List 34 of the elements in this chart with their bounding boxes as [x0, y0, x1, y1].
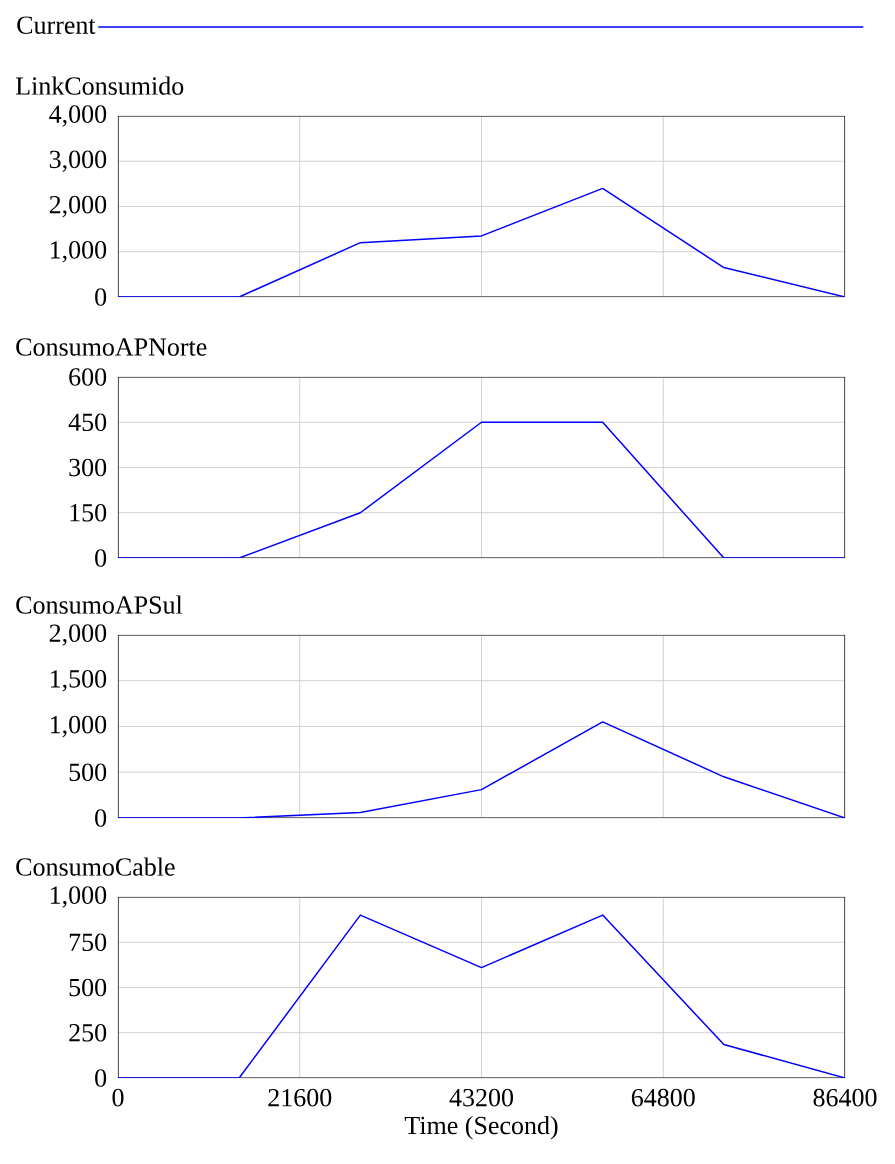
- x-tick-label: 0: [112, 1088, 124, 1107]
- y-tick-label: 500: [69, 978, 107, 997]
- y-tick-label: 250: [69, 1023, 107, 1042]
- x-axis-title: Time (Second): [404, 1115, 558, 1140]
- y-tick-label: 300: [69, 458, 107, 477]
- x-tick-label: 43200: [449, 1088, 514, 1107]
- line-series: [118, 721, 845, 818]
- y-tick-label: 1,000: [50, 715, 107, 738]
- y-tick-label: 0: [95, 549, 107, 567]
- y-tick-label: 1,000: [50, 241, 107, 263]
- y-tick-label: 150: [70, 503, 107, 522]
- chart-title: ConsumoAPNorte: [16, 338, 207, 356]
- y-tick-label: 0: [95, 809, 107, 827]
- y-tick-label: 0: [95, 1069, 107, 1087]
- y-tick-label: 0: [95, 288, 107, 306]
- x-tick-label: 64800: [631, 1088, 695, 1107]
- y-tick-label: 450: [68, 413, 107, 432]
- y-tick-label: 500: [69, 763, 107, 782]
- y-tick-label: 2,000: [49, 624, 107, 646]
- y-tick-label: 1,500: [50, 670, 107, 692]
- y-tick-label: 750: [69, 933, 107, 952]
- line-series: [118, 914, 845, 1078]
- line-series: [118, 187, 845, 297]
- y-tick-label: 1,000: [50, 886, 107, 908]
- y-tick-label: 600: [69, 368, 107, 386]
- y-tick-label: 2,000: [49, 195, 107, 218]
- chart-title: ConsumoCable: [16, 857, 175, 876]
- x-tick-label: 21600: [268, 1088, 332, 1107]
- y-tick-label: 4,000: [49, 105, 107, 127]
- chart-title: LinkConsumido: [15, 76, 184, 95]
- text: Current: [17, 16, 96, 34]
- x-tick-label: 86400: [813, 1088, 877, 1107]
- y-tick-label: 3,000: [49, 150, 107, 172]
- chart-title: ConsumoAPSul: [16, 595, 183, 614]
